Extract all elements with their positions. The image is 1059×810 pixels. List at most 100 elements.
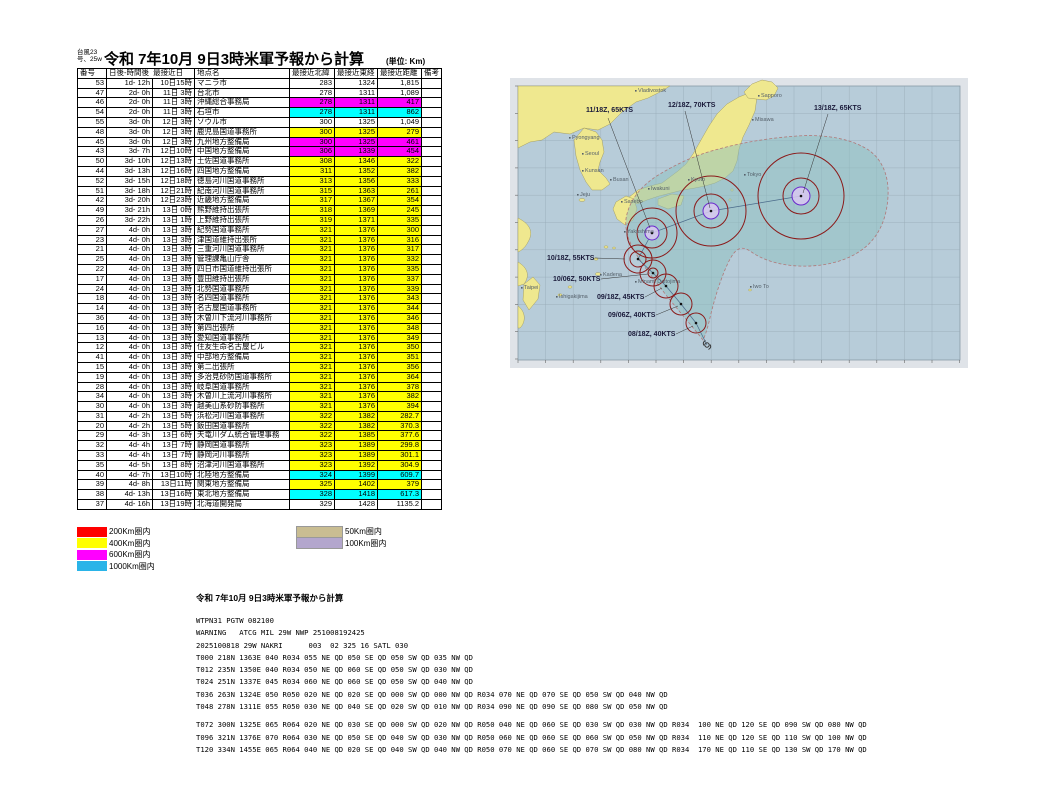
forecast-labels: 08/18Z, 40KTS 09/06Z, 40KTS 09/18Z, 45KTS 1… (547, 102, 862, 338)
table-row: 32 4d- 4h 13日 7時 静岡国道事務所 323 1389 299.8 (77, 440, 442, 452)
table-row: 15 4d- 0h 13日 3時 第二出張所 321 1376 356 (77, 361, 442, 373)
cell-note (421, 440, 442, 452)
legend-label: 600Km圏内 (109, 550, 151, 560)
cell-location-name: 名古屋国道事務所 (194, 303, 290, 314)
cell-note (421, 224, 442, 236)
cell-date: 13日 0時 (152, 205, 195, 216)
cell-no: 28 (77, 381, 107, 393)
cell-no: 42 (77, 195, 107, 207)
cell-lat: 321 (289, 293, 335, 305)
cell-lon: 1376 (334, 312, 378, 324)
cell-lat: 321 (289, 263, 335, 275)
city-label: Ishigakijima (559, 294, 589, 300)
city-label: Sasebo (624, 199, 643, 205)
cell-rel-time: 4d- 0h (106, 254, 153, 265)
warning-line: T012 235N 1350E 040 R034 050 NE QD 060 S… (196, 665, 473, 675)
cell-distance: 337 (377, 273, 422, 285)
cell-note (421, 77, 442, 89)
warning-line: WARNING ATCG MIL 29W NWP 251008192425 (196, 628, 365, 638)
cell-distance: 382 (377, 391, 422, 403)
cell-lat: 329 (289, 499, 335, 510)
table-row: 53 1d- 12h 10日15時 マニラ市 283 1324 1,815 (77, 77, 442, 89)
cell-location-name: ソウル市 (194, 116, 290, 128)
cell-lat: 321 (289, 401, 335, 412)
cell-note (421, 205, 442, 216)
cell-rel-time: 4d- 0h (106, 234, 153, 246)
cell-no: 53 (77, 77, 107, 89)
table-row: 52 3d- 15h 12日18時 徳島河川国道事務所 313 1356 333 (77, 175, 442, 187)
cell-lat: 321 (289, 352, 335, 363)
cell-lon: 1389 (334, 440, 378, 452)
cell-location-name: 四国地方整備局 (194, 165, 290, 177)
cell-lat: 321 (289, 371, 335, 383)
cell-no: 14 (77, 303, 107, 314)
distance-legend-right: 50Km圏内 100Km圏内 (296, 525, 386, 550)
cell-note (421, 293, 442, 305)
cell-lon: 1352 (334, 165, 378, 177)
cell-location-name: 管理課亀山庁舎 (194, 254, 290, 265)
cell-lon: 1376 (334, 263, 378, 275)
cell-location-name: 沖縄総合事務局 (194, 97, 290, 109)
city-label: Yakushima (627, 229, 655, 235)
header-rel-date: 日後-時間後 最接近日 (106, 68, 195, 79)
legend-label: 200Km圏内 (109, 527, 151, 537)
cell-distance: 245 (377, 205, 422, 216)
cell-location-name: 台北市 (194, 87, 290, 99)
unit-note: (単位: Km) (386, 57, 426, 66)
cell-location-name: 豊田維持出張所 (194, 273, 290, 285)
cell-lat: 328 (289, 489, 335, 501)
city-label: Minami Daitojima (638, 279, 681, 285)
cell-location-name: 津国道維持出張所 (194, 234, 290, 246)
page-title: 令和 7年10月 9日3時米軍予報から計算 (104, 51, 365, 68)
cell-rel-time: 4d- 0h (106, 391, 153, 403)
cell-location-name: 紀南河川国道事務所 (194, 185, 290, 197)
table-row: 42 3d- 20h 12日23時 近畿地方整備局 317 1367 354 (77, 195, 442, 207)
cell-location-name: 近畿地方整備局 (194, 195, 290, 207)
cell-no: 16 (77, 322, 107, 334)
cell-no: 46 (77, 97, 107, 109)
cell-lat: 321 (289, 342, 335, 354)
cell-lon: 1376 (334, 224, 378, 236)
land-korea (573, 127, 611, 191)
warning-line: T036 263N 1324E 050 R050 020 NE QD 020 S… (196, 689, 668, 699)
cell-lon: 1382 (334, 410, 378, 422)
cell-lat: 321 (289, 234, 335, 246)
cell-rel-time: 4d- 0h (106, 244, 153, 256)
cell-lat: 321 (289, 361, 335, 373)
cell-note (421, 410, 442, 422)
cell-lon: 1376 (334, 332, 378, 344)
cell-note (421, 361, 442, 373)
cell-rel-time: 3d- 10h (106, 156, 153, 167)
cell-location-name: 紀勢国道事務所 (194, 224, 290, 236)
cell-date: 13日 3時 (152, 342, 195, 354)
cell-no: 47 (77, 87, 107, 99)
cell-date: 11日 3時 (152, 97, 195, 109)
cell-rel-time: 4d- 8h (106, 479, 153, 491)
cell-lon: 1376 (334, 371, 378, 383)
cell-date: 12日18時 (152, 175, 195, 187)
cell-note (421, 371, 442, 383)
cell-no: 24 (77, 283, 107, 295)
cell-lon: 1371 (334, 214, 378, 226)
cell-note (421, 87, 442, 99)
cell-lon: 1392 (334, 459, 378, 471)
cell-lat: 315 (289, 185, 335, 197)
cell-distance: 317 (377, 244, 422, 256)
cell-date: 12日23時 (152, 195, 195, 207)
cell-location-name: 名四国道事務所 (194, 293, 290, 305)
cell-distance: 344 (377, 303, 422, 314)
table-row: 41 4d- 0h 13日 3時 中部地方整備局 321 1376 351 (77, 352, 442, 363)
cell-lat: 278 (289, 97, 335, 109)
cell-rel-time: 4d- 0h (106, 381, 153, 393)
forecast-point (757, 152, 845, 240)
cell-lat: 311 (289, 165, 335, 177)
cell-no: 49 (77, 205, 107, 216)
cell-lon: 1376 (334, 254, 378, 265)
cell-rel-time: 4d- 0h (106, 342, 153, 354)
cell-lat: 321 (289, 254, 335, 265)
cell-date: 12日 3時 (152, 136, 195, 148)
cell-no: 29 (77, 430, 107, 442)
city-label: Misawa (755, 117, 775, 123)
cell-rel-time: 4d- 13h (106, 489, 153, 501)
cell-rel-time: 3d- 22h (106, 214, 153, 226)
